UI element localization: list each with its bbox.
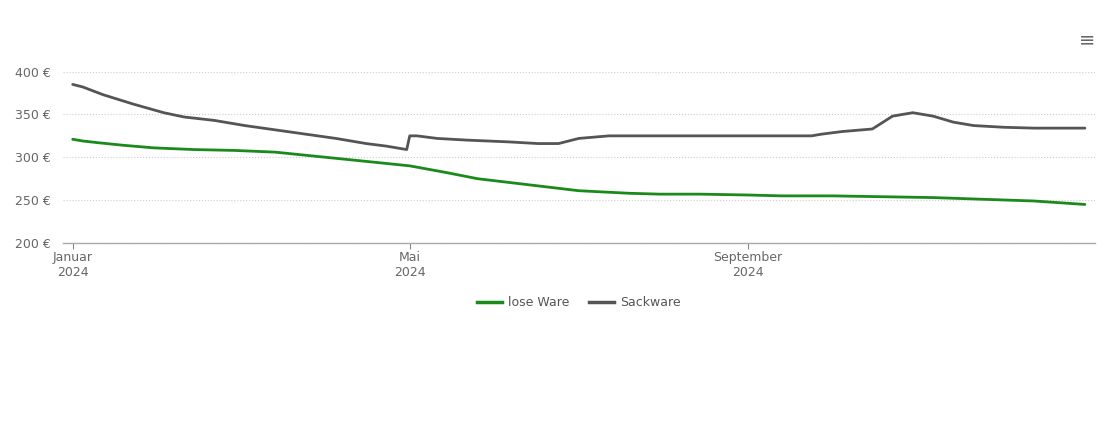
Legend: lose Ware, Sackware: lose Ware, Sackware (472, 291, 685, 314)
Text: ≡: ≡ (1079, 30, 1094, 49)
